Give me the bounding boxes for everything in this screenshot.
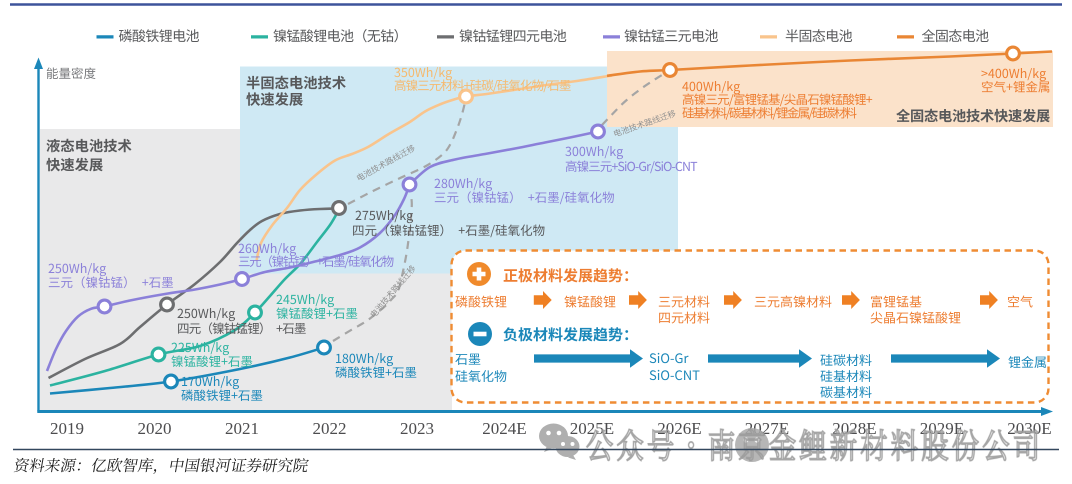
svg-text:2025E: 2025E <box>570 419 614 438</box>
svg-text:2026E: 2026E <box>657 419 701 438</box>
svg-text:2022: 2022 <box>313 419 347 438</box>
svg-text:2021: 2021 <box>225 419 259 438</box>
svg-text:2020: 2020 <box>138 419 172 438</box>
svg-text:2023: 2023 <box>400 419 434 438</box>
svg-text:2019: 2019 <box>50 419 84 438</box>
svg-text:2024E: 2024E <box>482 419 526 438</box>
